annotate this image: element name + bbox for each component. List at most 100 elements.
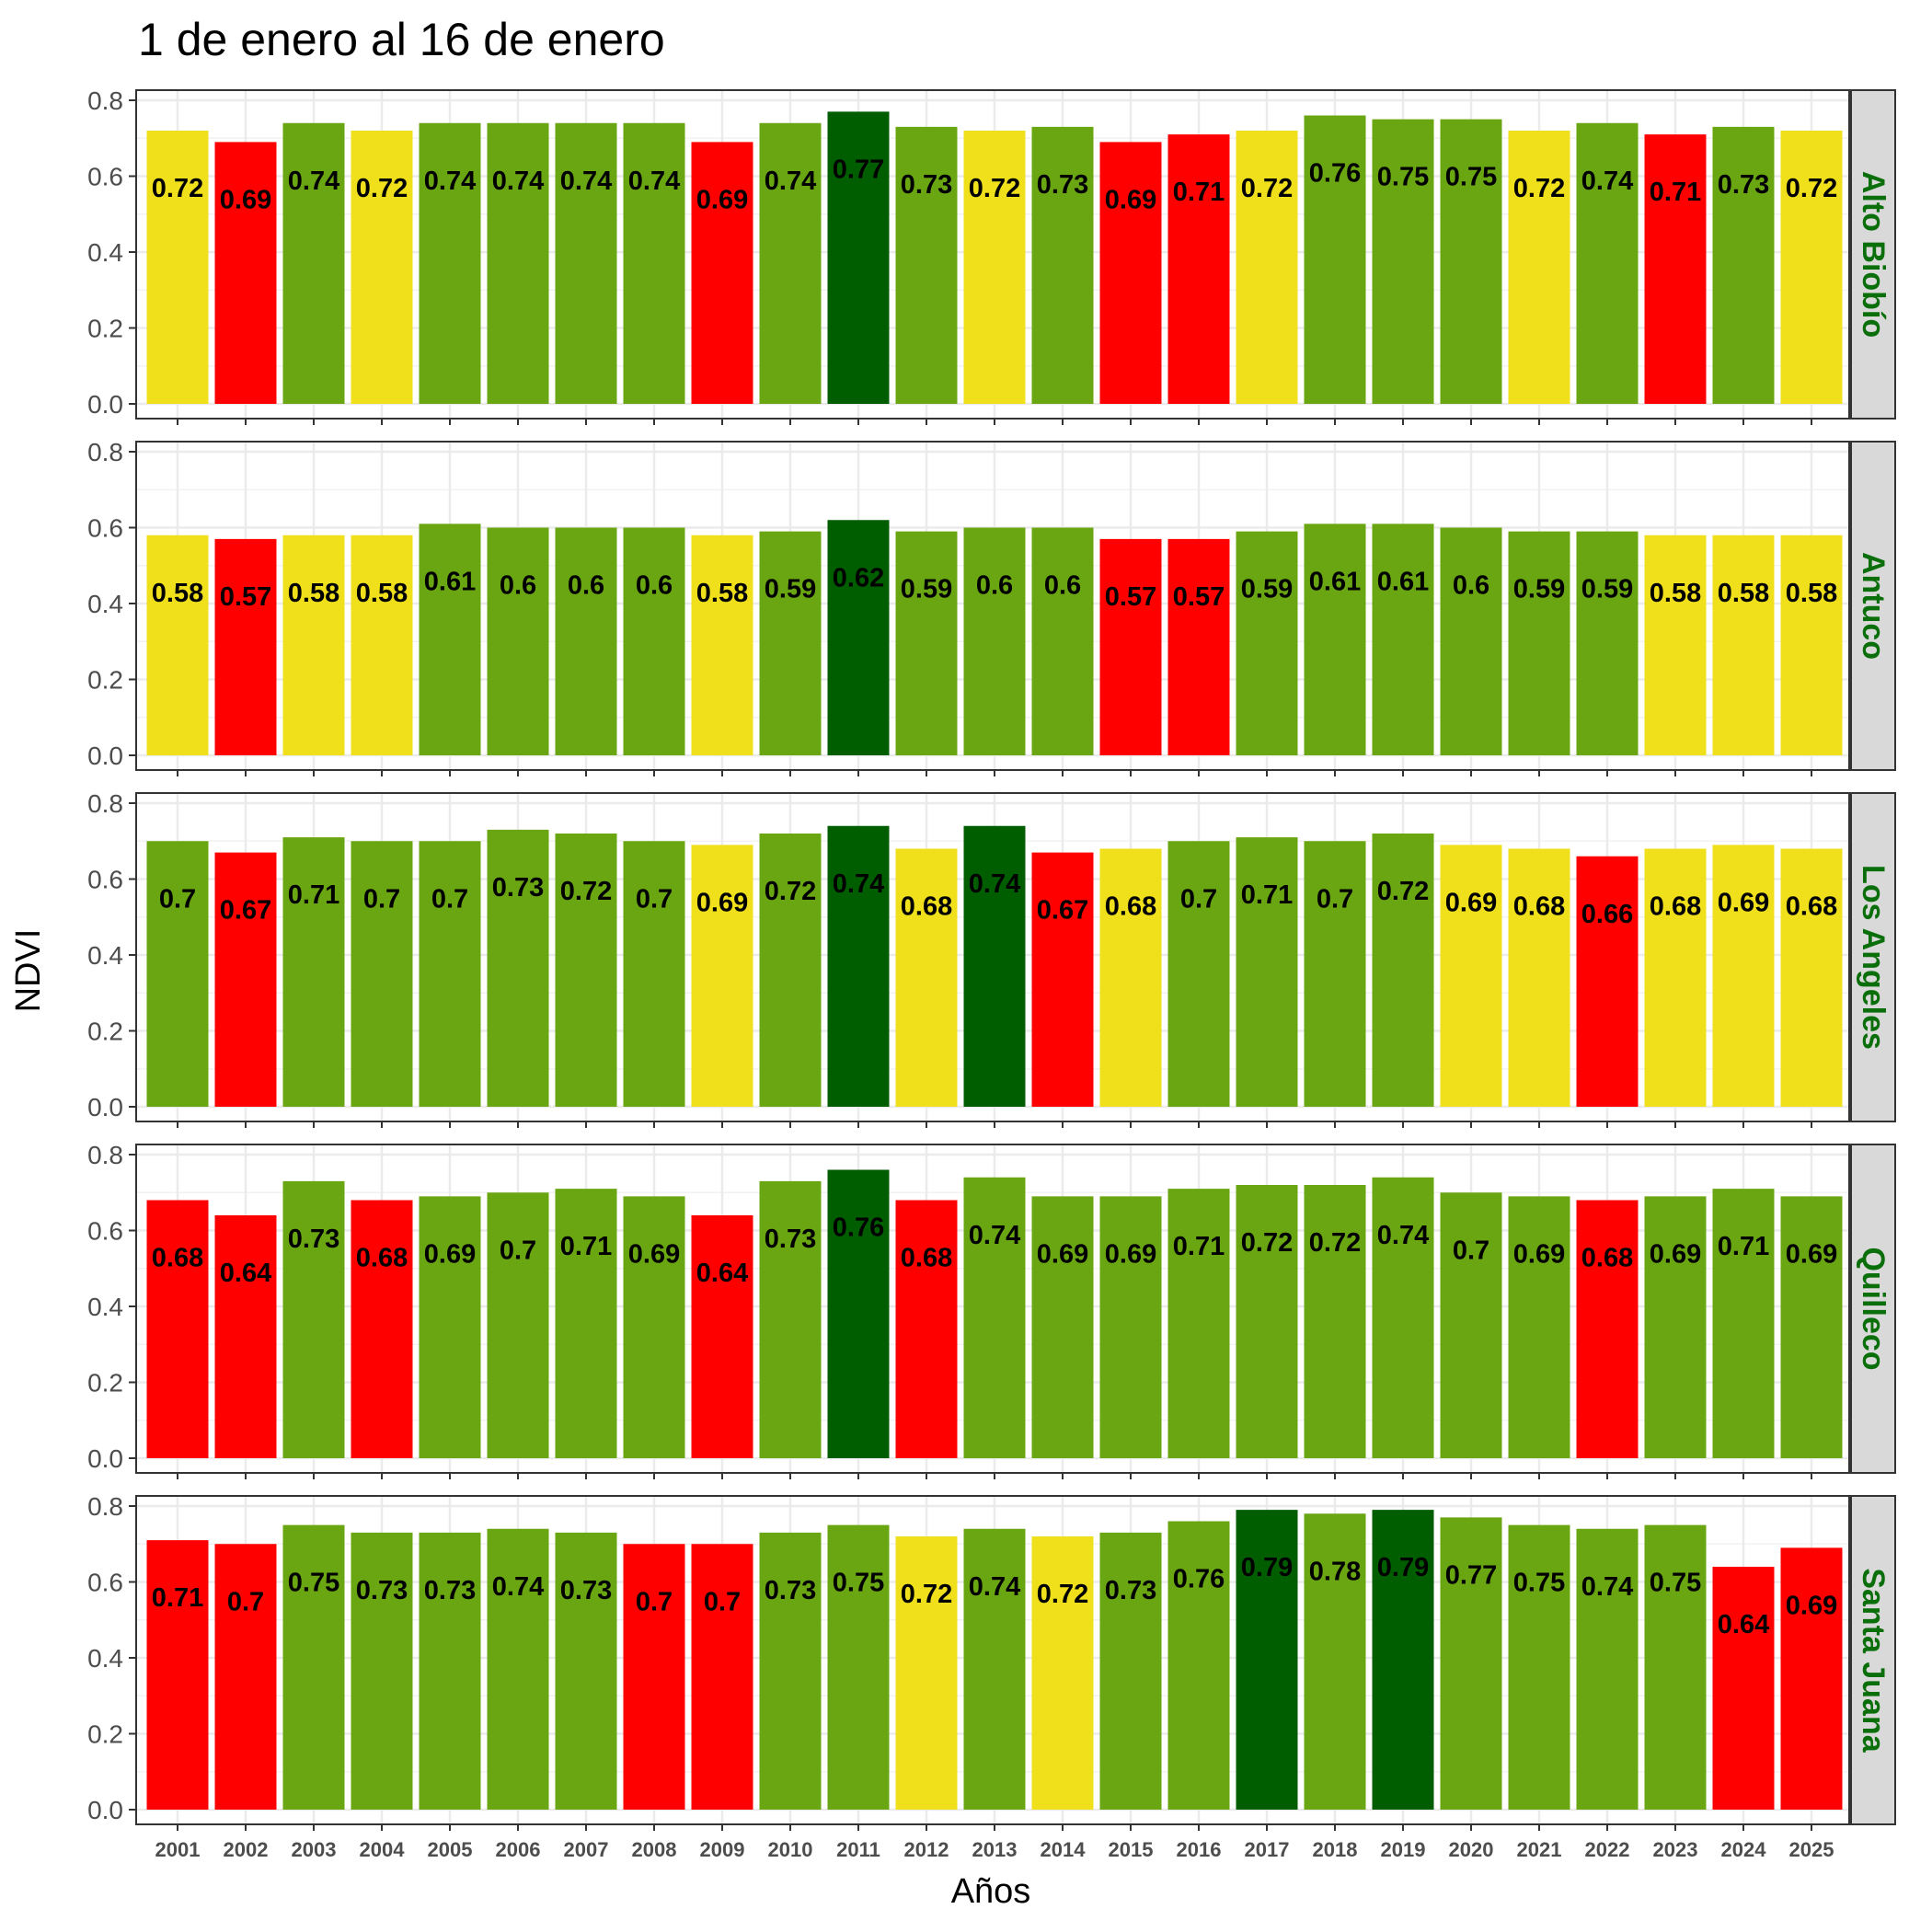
x-tick-label-2017: 2017 xyxy=(1245,1838,1290,1861)
bar-2011 xyxy=(827,1524,890,1810)
data-label-2013: 0.6 xyxy=(976,571,1013,601)
y-tick-label: 0.0 xyxy=(87,1093,123,1121)
data-label-2011: 0.75 xyxy=(833,1569,884,1598)
data-label-2003: 0.58 xyxy=(288,579,339,608)
y-tick-label: 0.2 xyxy=(87,1369,123,1397)
data-label-2012: 0.72 xyxy=(901,1580,952,1609)
bar-2012 xyxy=(895,531,958,755)
y-tick-label: 0.6 xyxy=(87,1569,123,1597)
data-label-2004: 0.68 xyxy=(356,1244,408,1273)
panel-border xyxy=(135,441,1850,771)
data-label-2009: 0.7 xyxy=(704,1587,741,1616)
bar-2013 xyxy=(963,1528,1026,1810)
bar-2009 xyxy=(691,535,753,755)
y-tick-label: 0.6 xyxy=(87,514,123,543)
data-label-2010: 0.73 xyxy=(765,1576,816,1605)
bar-2020 xyxy=(1440,527,1502,755)
bar-2021 xyxy=(1508,1196,1570,1458)
bar-2005 xyxy=(419,1532,481,1810)
panel-antuco: 0.58 0.57 0.58 0.58 0.61 0.6 0.6 0.6 0.58 0.59 0.6… xyxy=(87,438,1896,776)
bar-2016 xyxy=(1167,134,1230,404)
bar-2006 xyxy=(487,829,549,1107)
y-tick-label: 0.2 xyxy=(87,315,123,343)
bar-2024 xyxy=(1712,1189,1775,1458)
bar-2009 xyxy=(691,845,753,1107)
bar-2014 xyxy=(1031,1196,1094,1458)
bar-2007 xyxy=(555,834,617,1107)
data-label-2024: 0.73 xyxy=(1718,170,1769,200)
data-label-2009: 0.69 xyxy=(696,888,748,917)
y-axis-title: NDVI xyxy=(9,929,48,1013)
data-label-2014: 0.73 xyxy=(1037,170,1088,200)
data-label-2020: 0.6 xyxy=(1453,571,1489,601)
bar-2005 xyxy=(419,122,481,404)
panel-alto-biobio: 0.72 0.69 0.74 0.72 0.74 0.74 0.74 0.74 0.69 0.74… xyxy=(87,86,1896,425)
x-axis-title: Años xyxy=(951,1872,1031,1911)
y-tick-label: 0.2 xyxy=(87,1720,123,1749)
bar-2006 xyxy=(487,122,549,404)
bar-2009 xyxy=(691,1544,753,1810)
x-tick-label-2003: 2003 xyxy=(292,1838,337,1861)
y-tick-label: 0.0 xyxy=(87,1444,123,1473)
bar-2012 xyxy=(895,1200,958,1458)
bar-2014 xyxy=(1031,852,1094,1107)
data-label-2014: 0.67 xyxy=(1037,896,1088,926)
facet-strip-label: Alto Biobío xyxy=(1856,171,1891,338)
bar-2001 xyxy=(146,841,209,1107)
facet-strip-label: Quilleco xyxy=(1856,1247,1891,1370)
data-label-2003: 0.71 xyxy=(288,880,339,910)
data-label-2017: 0.71 xyxy=(1241,880,1293,910)
data-label-2011: 0.77 xyxy=(833,155,884,184)
x-tick-label-2002: 2002 xyxy=(224,1838,269,1861)
data-label-2018: 0.76 xyxy=(1309,159,1361,189)
x-tick-label-2023: 2023 xyxy=(1653,1838,1698,1861)
bar-2017 xyxy=(1236,1510,1298,1810)
data-label-2011: 0.76 xyxy=(833,1213,884,1243)
data-label-2022: 0.74 xyxy=(1581,1572,1633,1602)
data-label-2019: 0.74 xyxy=(1377,1221,1429,1250)
data-label-2001: 0.71 xyxy=(152,1583,203,1613)
bar-2010 xyxy=(759,1180,822,1458)
data-label-2002: 0.7 xyxy=(227,1587,264,1616)
bar-2024 xyxy=(1712,845,1775,1107)
data-label-2024: 0.71 xyxy=(1718,1232,1769,1261)
data-label-2003: 0.74 xyxy=(288,167,339,196)
data-label-2008: 0.74 xyxy=(628,167,680,196)
facet-strip xyxy=(1850,1144,1896,1474)
bar-2016 xyxy=(1167,538,1230,755)
bar-2011 xyxy=(827,111,890,404)
x-tick-label-2007: 2007 xyxy=(564,1838,609,1861)
bar-2023 xyxy=(1644,134,1707,404)
data-label-2024: 0.58 xyxy=(1718,579,1769,608)
y-tick-label: 0.4 xyxy=(87,590,123,618)
x-tick-label-2012: 2012 xyxy=(904,1838,949,1861)
bar-2003 xyxy=(282,122,345,404)
data-label-2018: 0.78 xyxy=(1309,1557,1361,1586)
data-label-2022: 0.74 xyxy=(1581,167,1633,196)
data-label-2008: 0.69 xyxy=(628,1239,680,1269)
bar-2013 xyxy=(963,131,1026,404)
bar-2025 xyxy=(1780,1547,1843,1810)
data-label-2002: 0.67 xyxy=(220,896,271,926)
bar-2011 xyxy=(827,1169,890,1458)
bar-2025 xyxy=(1780,848,1843,1107)
bar-2013 xyxy=(963,825,1026,1107)
data-label-2009: 0.64 xyxy=(696,1259,748,1288)
bar-2008 xyxy=(623,841,685,1107)
bar-2015 xyxy=(1099,848,1162,1107)
data-label-2010: 0.73 xyxy=(765,1225,816,1254)
bar-2019 xyxy=(1372,1177,1434,1458)
data-label-2015: 0.69 xyxy=(1105,185,1156,214)
facet-panels: 0.72 0.69 0.74 0.72 0.74 0.74 0.74 0.74 0.69 0.74… xyxy=(87,86,1896,1861)
bar-2003 xyxy=(282,1524,345,1810)
bar-2020 xyxy=(1440,119,1502,404)
data-label-2016: 0.71 xyxy=(1173,1232,1225,1261)
data-label-2016: 0.7 xyxy=(1180,884,1217,914)
data-label-2008: 0.7 xyxy=(636,884,673,914)
bar-2005 xyxy=(419,523,481,755)
data-label-2016: 0.71 xyxy=(1173,178,1225,207)
data-label-2020: 0.69 xyxy=(1445,888,1497,917)
bar-2011 xyxy=(827,520,890,755)
data-label-2008: 0.7 xyxy=(636,1587,673,1616)
data-label-2007: 0.74 xyxy=(560,167,612,196)
